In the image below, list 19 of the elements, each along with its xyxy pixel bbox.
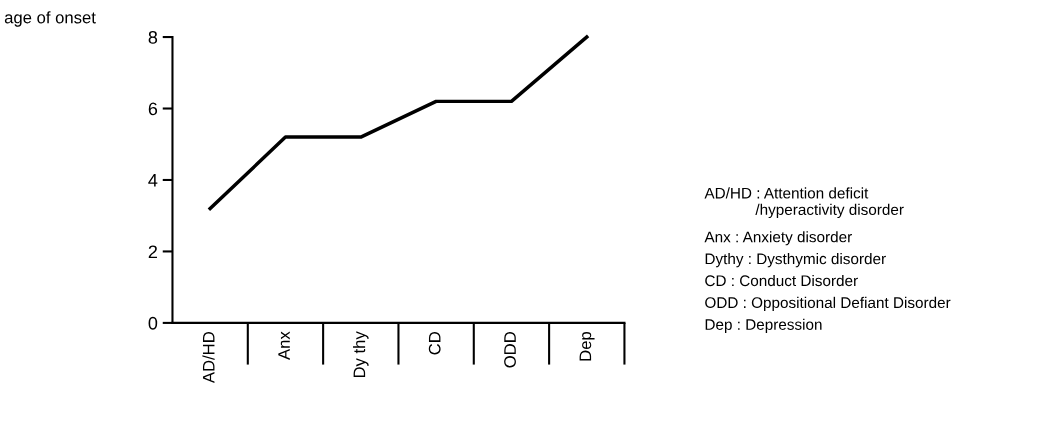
- y-tick-label: 4: [148, 174, 158, 187]
- text: CD : Conduct Disorder: [705, 274, 858, 287]
- y-tick-label: 6: [148, 102, 158, 116]
- text: Anx : Anxiety disorder: [704, 231, 852, 246]
- x-tick-label: AD/HD: [202, 332, 215, 384]
- y-tick-label: 0: [148, 316, 158, 330]
- text: Dep : Depression: [705, 318, 822, 333]
- x-tick-label: ODD: [504, 332, 516, 368]
- text: AD/HD : Attention deficit /hyperactivity disorder: [704, 187, 904, 219]
- y-axis-title: age of onset: [4, 11, 96, 27]
- x-tick-label: Dep: [579, 331, 595, 361]
- y-tick-label: 2: [148, 245, 157, 258]
- x-tick-label: CD: [428, 332, 441, 355]
- y-tick-label: 8: [148, 30, 158, 44]
- x-tick-label: Dy thy: [353, 331, 369, 378]
- text: ODD : Oppositional Defiant Disorder: [705, 296, 951, 312]
- x-tick-label: Anx: [278, 331, 290, 360]
- text: Dythy : Dysthymic disorder: [705, 253, 886, 268]
- line-series: [208, 35, 589, 211]
